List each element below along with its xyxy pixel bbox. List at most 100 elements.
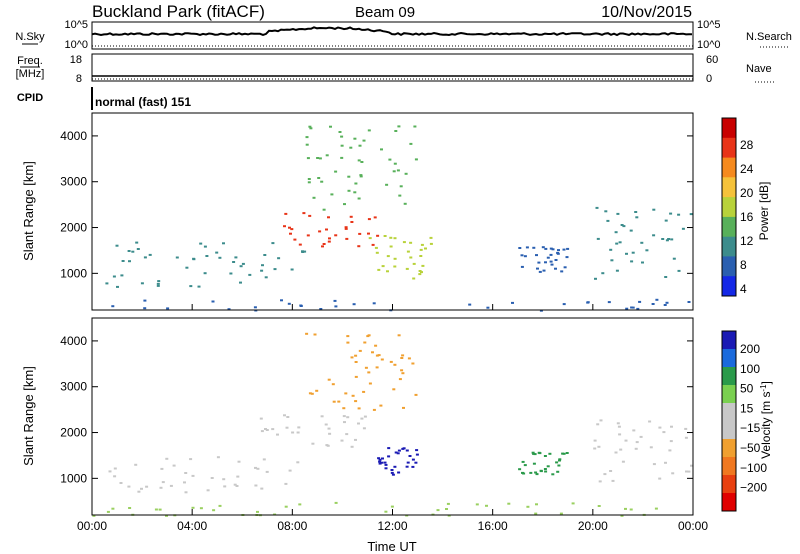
velocity-panel: 1000 2000 3000 4000 00:00 04:00 08:00 12:00 16:… (21, 317, 773, 533)
scatter-cell (586, 301, 590, 304)
scatter-cell (305, 332, 309, 335)
scatter-cell (140, 282, 144, 285)
scatter-cell (402, 406, 405, 409)
scatter-cell (205, 255, 209, 257)
scatter-cell (307, 178, 311, 180)
scatter-cell (617, 425, 621, 428)
scatter-cell (533, 453, 537, 456)
scatter-cell (397, 471, 401, 474)
scatter-cell (415, 449, 419, 452)
scatter-cell (485, 504, 488, 507)
scatter-cell (302, 212, 306, 215)
scatter-cell (371, 351, 374, 354)
scatter-cell (362, 390, 366, 393)
scatter-cell (296, 461, 300, 464)
x-axis-label: Time UT (367, 539, 416, 554)
scatter-cell (539, 309, 543, 312)
nsearch-top-tick: 10^5 (697, 19, 721, 31)
scatter-cell (415, 453, 419, 456)
velocity-colorbar-tick-label: 50 (740, 382, 754, 396)
scatter-cell (405, 465, 409, 468)
scatter-cell (156, 282, 160, 285)
scatter-cell (614, 231, 618, 234)
scatter-cell (256, 510, 259, 513)
scatter-cell (398, 378, 402, 381)
scatter-cell (227, 308, 231, 311)
velocity-colorbar-frame (721, 330, 737, 512)
scatter-cell (235, 485, 239, 487)
scatter-cell (598, 480, 602, 483)
scatter-cell (601, 272, 605, 275)
scatter-cell (566, 247, 570, 250)
scatter-cell (354, 400, 358, 403)
scatter-cell (392, 170, 396, 173)
scatter-cell (386, 255, 390, 258)
scatter-cell (199, 507, 203, 510)
scatter-cell (405, 267, 409, 270)
scatter-cell (215, 251, 219, 254)
scatter-cell (595, 206, 599, 209)
scatter-cell (143, 307, 147, 310)
scatter-cell (357, 245, 361, 248)
scatter-cell (350, 221, 354, 223)
scatter-cell (236, 475, 240, 478)
scatter-cell (298, 503, 302, 506)
scatter-cell (609, 248, 613, 251)
scatter-cell (332, 400, 336, 403)
scatter-cell (446, 502, 450, 505)
scatter-cell (353, 191, 357, 194)
scatter-cell (629, 508, 633, 511)
scatter-cell (556, 251, 560, 254)
scatter-cell (511, 301, 514, 304)
scatter-cell (550, 263, 554, 266)
scatter-cell (414, 158, 418, 161)
scatter-cell (562, 248, 566, 251)
scatter-cell (322, 243, 326, 245)
power-y-axis-label: Slant Range [km] (21, 161, 36, 261)
scatter-cell (625, 252, 628, 255)
scatter-cell (403, 202, 407, 205)
scatter-cell (327, 216, 330, 219)
velocity-colorbar-tick-label: 100 (740, 362, 760, 376)
x-tick-label: 12:00 (377, 519, 407, 533)
scatter-cell (534, 471, 538, 474)
scatter-cell (184, 472, 188, 474)
power-colorbar-segment (722, 177, 736, 198)
scatter-cell (411, 465, 415, 468)
scatter-cell (350, 445, 354, 448)
scatter-cell (624, 439, 628, 442)
scatter-cell (394, 451, 398, 454)
scatter-cell (367, 232, 370, 235)
scatter-cell (611, 479, 615, 482)
region-patch-upper (305, 332, 418, 411)
scatter-cell (309, 127, 313, 130)
scatter-cell (290, 228, 294, 231)
scatter-cell (134, 463, 138, 466)
scatter-cell (344, 392, 348, 395)
scatter-cell (616, 212, 620, 215)
scatter-cell (507, 502, 511, 505)
scatter-cell (640, 241, 644, 244)
scatter-cell (556, 470, 560, 473)
scatter-cell (212, 509, 216, 512)
scatter-cell (223, 485, 227, 488)
scatter-cell (690, 464, 693, 467)
scatter-cell (689, 213, 693, 216)
scatter-cell (349, 146, 353, 149)
scatter-cell (624, 507, 627, 510)
scatter-cell (346, 335, 350, 338)
scatter-cell (594, 277, 597, 280)
power-colorbar-tick-label: 8 (740, 258, 747, 272)
scatter-cell (241, 262, 245, 265)
scatter-cell (271, 242, 275, 245)
scatter-cell (638, 300, 642, 303)
y-tick-label: 4000 (60, 334, 87, 348)
scatter-cell (108, 470, 112, 473)
scatter-cell (543, 468, 547, 470)
scatter-cell (291, 431, 295, 434)
velocity-colorbar-segment (722, 403, 736, 422)
velocity-colorbar-segment (722, 349, 736, 368)
scatter-cell (400, 369, 404, 372)
scatter-cell (349, 215, 353, 218)
